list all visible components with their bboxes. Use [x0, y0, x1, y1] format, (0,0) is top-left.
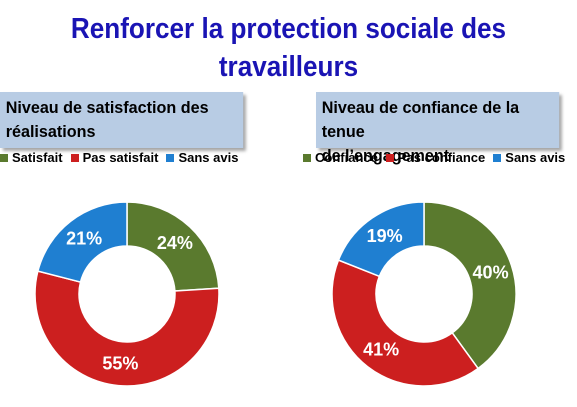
legend-label: Sans avis [505, 150, 566, 165]
legend-label: Pas confiance [397, 150, 486, 165]
legend-label: Satisfait [12, 150, 63, 165]
legend-swatch [385, 154, 394, 162]
legend-swatch [303, 154, 311, 162]
data-label: 24% [157, 233, 193, 253]
chart-title: Niveau de confiance de la tenue de l’eng… [316, 92, 560, 165]
legend-item: Pas satisfait [70, 150, 159, 165]
page-title-line1: Renforcer la protection sociale des [70, 13, 507, 45]
chart-title-line1: Niveau de confiance de la tenue [321, 98, 520, 141]
page-title-line2: travailleurs [218, 51, 359, 83]
legend-swatch [493, 154, 502, 162]
donut-slice-confiance [423, 201, 517, 370]
chart-title: Niveau de satisfaction des réalisations [0, 92, 244, 148]
donut-slice-satisfait [126, 201, 220, 292]
data-label: 21% [66, 229, 102, 249]
donut-chart: 24% 55% 21% [34, 201, 220, 387]
data-label: 40% [473, 262, 509, 282]
legend-item: Sans avis [166, 151, 238, 165]
legend-item: Satisfait [0, 151, 63, 165]
legend-item: Sans avis [493, 151, 565, 165]
legend-item: Pas confiance [385, 150, 486, 165]
donut-slice-sans-avis [36, 201, 128, 283]
legend-swatch [166, 154, 175, 162]
data-label: 55% [102, 354, 138, 374]
data-label: 41% [363, 339, 399, 359]
donut-slice-pas-confiance [331, 259, 480, 387]
chart-legend: Confiance Pas confiance Sans avis [303, 151, 573, 165]
donut-slice-pas-satisfait [34, 270, 220, 387]
chart-title-line2: de l’engagement [321, 146, 450, 165]
data-label: 19% [367, 226, 403, 246]
chart-panel-confidence: Niveau de confiance de la tenue de l’eng… [303, 92, 572, 387]
chart-title-line1: Niveau de satisfaction des [5, 98, 209, 117]
legend-label: Sans avis [178, 150, 239, 165]
legend-item: Confiance [303, 151, 378, 165]
donut-chart: 40% 41% 19% [331, 201, 517, 387]
donut-slice-sans-avis [337, 201, 425, 278]
chart-title-line2: réalisations [5, 122, 96, 141]
page-title: Renforcer la protection sociale des trav… [29, 10, 548, 86]
legend-label: Pas satisfait [82, 150, 159, 165]
chart-panel-satisfaction: Niveau de satisfaction des réalisations … [0, 92, 256, 387]
chart-legend: Satisfait Pas satisfait Sans avis [0, 151, 246, 165]
legend-swatch [0, 154, 8, 162]
legend-swatch [70, 154, 79, 162]
legend-label: Confiance [315, 150, 378, 165]
